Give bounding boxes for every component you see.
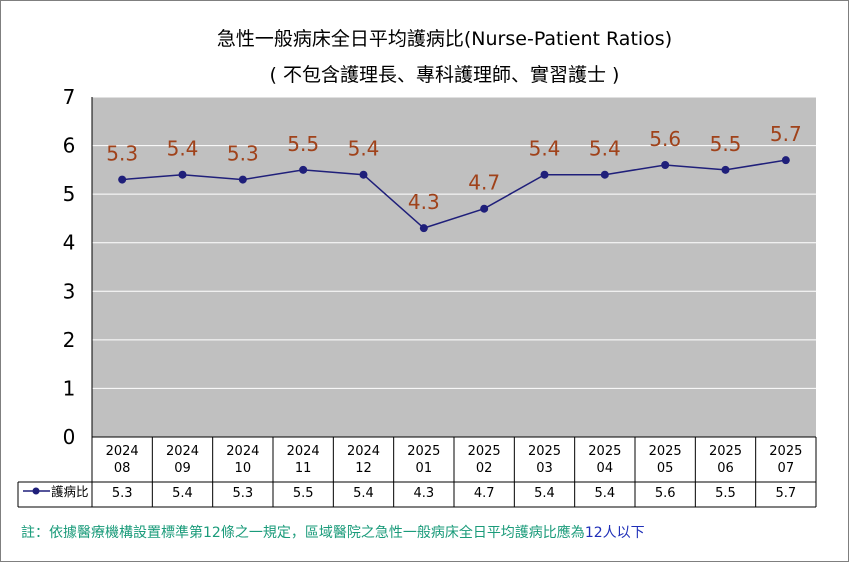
y-tick-label: 4 xyxy=(63,231,76,255)
data-point xyxy=(721,165,730,174)
table-value: 5.4 xyxy=(594,486,615,501)
x-tick-label-month: 12 xyxy=(355,461,372,476)
table-value: 5.4 xyxy=(172,486,193,501)
y-tick-label: 2 xyxy=(63,328,76,352)
x-tick-label-year: 2025 xyxy=(528,444,561,459)
x-tick-label-year: 2025 xyxy=(649,444,682,459)
y-tick-label: 0 xyxy=(63,425,76,449)
legend-marker-swatch xyxy=(32,487,40,495)
x-tick-label-month: 03 xyxy=(536,461,553,476)
data-point xyxy=(781,156,790,165)
table-value: 5.6 xyxy=(655,486,676,501)
data-label: 5.4 xyxy=(529,137,561,161)
y-tick-label: 7 xyxy=(63,85,76,109)
data-point xyxy=(299,165,308,174)
table-value: 5.3 xyxy=(232,486,253,501)
table-value: 4.7 xyxy=(474,486,495,501)
x-tick-label-month: 01 xyxy=(416,461,433,476)
x-tick-label-month: 05 xyxy=(657,461,674,476)
footnote-highlight: 12人以下 xyxy=(584,525,645,541)
table-value: 5.5 xyxy=(293,486,314,501)
chart-subtitle: ( 不包含護理長、專科護理師、實習護士 ) xyxy=(269,64,620,86)
x-tick-label-year: 2025 xyxy=(588,444,621,459)
data-label: 4.7 xyxy=(468,171,500,195)
y-tick-label: 5 xyxy=(63,182,76,206)
x-tick-label-month: 09 xyxy=(174,461,191,476)
x-tick-label-year: 2024 xyxy=(166,444,199,459)
data-point xyxy=(600,170,609,179)
table-value: 5.5 xyxy=(715,486,736,501)
data-label: 5.3 xyxy=(106,142,138,166)
footnote-text: 註：依據醫療機構設置標準第12條之一規定，區域醫院之急性一般病床全日平均護病比應… xyxy=(21,525,585,541)
x-tick-label-year: 2025 xyxy=(468,444,501,459)
x-tick-label-year: 2024 xyxy=(106,444,139,459)
table-value: 4.3 xyxy=(413,486,434,501)
data-label: 5.6 xyxy=(649,127,681,151)
x-tick-label-month: 10 xyxy=(235,461,252,476)
data-point xyxy=(238,175,247,184)
x-tick-label-year: 2025 xyxy=(769,444,802,459)
x-tick-label-year: 2024 xyxy=(347,444,380,459)
data-label: 5.5 xyxy=(710,132,742,156)
table-value: 5.4 xyxy=(353,486,374,501)
x-tick-label-month: 07 xyxy=(778,461,795,476)
data-point xyxy=(178,170,187,179)
footnote: 註：依據醫療機構設置標準第12條之一規定，區域醫院之急性一般病床全日平均護病比應… xyxy=(21,522,645,542)
data-point xyxy=(359,170,368,179)
y-tick-label: 1 xyxy=(63,376,76,400)
x-tick-label-year: 2024 xyxy=(226,444,259,459)
x-tick-label-year: 2025 xyxy=(407,444,440,459)
data-point xyxy=(419,224,428,233)
data-point xyxy=(540,170,549,179)
data-label: 5.5 xyxy=(287,132,319,156)
table-value: 5.7 xyxy=(775,486,796,501)
x-tick-label-month: 06 xyxy=(717,461,734,476)
data-label: 4.3 xyxy=(408,190,440,214)
x-tick-label-month: 08 xyxy=(114,461,131,476)
table-value: 5.4 xyxy=(534,486,555,501)
table-value: 5.3 xyxy=(112,486,133,501)
plot-area xyxy=(92,97,816,437)
data-label: 5.4 xyxy=(167,137,199,161)
x-tick-label-year: 2024 xyxy=(287,444,320,459)
data-label: 5.7 xyxy=(770,122,802,146)
y-tick-label: 3 xyxy=(63,279,76,303)
data-label: 5.3 xyxy=(227,142,259,166)
x-tick-label-month: 02 xyxy=(476,461,493,476)
x-tick-label-month: 04 xyxy=(597,461,614,476)
y-tick-label: 6 xyxy=(63,134,76,158)
data-point xyxy=(118,175,127,184)
chart-title: 急性一般病床全日平均護病比(Nurse-Patient Ratios) xyxy=(216,28,673,50)
data-point xyxy=(661,161,670,169)
x-tick-label-month: 11 xyxy=(295,461,312,476)
data-label: 5.4 xyxy=(348,137,380,161)
x-tick-label-year: 2025 xyxy=(709,444,742,459)
data-label: 5.4 xyxy=(589,137,621,161)
series-line xyxy=(122,159,786,229)
data-point xyxy=(480,204,489,213)
legend-series-name: 護病比 xyxy=(51,484,89,499)
